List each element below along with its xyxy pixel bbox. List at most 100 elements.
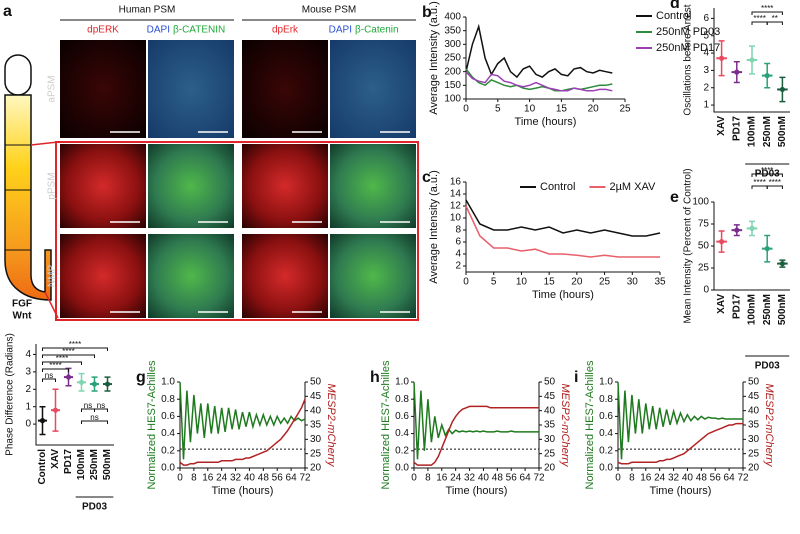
- x-tick-label: 56: [506, 473, 518, 484]
- x-tick-label: 8: [425, 473, 431, 484]
- mean-dot: [65, 374, 72, 380]
- x-tick-label: 0: [615, 473, 621, 484]
- x-tick-label: 0: [463, 277, 469, 288]
- y-tick-label: 10: [450, 213, 462, 224]
- y-tick-label: 2: [455, 261, 461, 272]
- y2-tick-label: 50: [748, 377, 760, 388]
- x-tick-label: 20: [588, 104, 600, 115]
- y2-tick-label: 30: [544, 434, 556, 445]
- mean-dot: [734, 227, 740, 233]
- category-label: 500nM: [102, 449, 113, 480]
- sig-label: ****: [56, 354, 68, 363]
- x-tick-label: 5: [491, 277, 497, 288]
- x-tick-label: 48: [696, 473, 708, 484]
- sig-label: ****: [49, 361, 61, 370]
- y-tick-label: 3: [25, 367, 31, 378]
- category-label: Control: [37, 449, 48, 485]
- channel-label: DAPI: [147, 25, 170, 36]
- x-tick-label: 40: [244, 473, 256, 484]
- sig-bracket: [42, 361, 82, 365]
- y-tick-label: 300: [444, 39, 461, 50]
- y2-tick-label: 45: [748, 391, 760, 402]
- y-tick-label: 1: [25, 401, 31, 412]
- x-tick-label: 30: [627, 277, 639, 288]
- y-tick-label: 0.0: [599, 463, 613, 474]
- y-tick-label: 0.8: [599, 394, 613, 405]
- channel-label: dpErk: [272, 25, 299, 36]
- series-line: [465, 71, 613, 92]
- micrograph: [60, 234, 146, 318]
- group-label: PD03: [755, 361, 780, 372]
- micrograph: [148, 234, 234, 318]
- y-tick-label: 4: [25, 349, 31, 360]
- y-tick-label: 1.0: [599, 377, 613, 388]
- category-label: PD17: [731, 294, 742, 319]
- y-tick-label: 400: [444, 12, 461, 23]
- sig-bracket: [766, 185, 783, 189]
- x-tick-label: 10: [524, 104, 536, 115]
- category-label: 100nM: [747, 294, 758, 325]
- category-label: 100nM: [76, 449, 87, 480]
- signal-label: Wnt: [13, 311, 33, 322]
- x-tick-label: 64: [286, 473, 298, 484]
- sig-label: ****: [753, 14, 765, 23]
- micrograph: [330, 234, 416, 318]
- legend-label: Control: [656, 10, 691, 22]
- y-tick-label: 4: [703, 48, 709, 59]
- micrograph: [242, 40, 328, 138]
- x-tick-label: 64: [520, 473, 532, 484]
- x-tick-label: 10: [516, 277, 528, 288]
- sig-label: ****: [761, 166, 773, 175]
- sig-label: ns: [90, 413, 98, 422]
- x-tick-label: 24: [654, 473, 666, 484]
- legend-label: 2µM XAV: [609, 181, 656, 193]
- y-tick-label: 0.2: [161, 445, 175, 456]
- y-axis-label: Normalized HES7-Achilles: [584, 360, 596, 489]
- x-tick-label: 56: [710, 473, 722, 484]
- y-tick-label: 12: [450, 201, 462, 212]
- mean-dot: [749, 225, 755, 231]
- x-tick-label: 15: [556, 104, 568, 115]
- x-tick-label: 16: [202, 473, 214, 484]
- y2-axis-label: MESP2-mCherry: [559, 383, 571, 468]
- region-label: NMP: [47, 265, 58, 288]
- panel-letter: g: [136, 369, 146, 386]
- y-tick-label: 0.8: [395, 394, 409, 405]
- y2-tick-label: 40: [310, 405, 322, 416]
- y-tick-label: 6: [455, 237, 461, 248]
- y-tick-label: 0: [703, 285, 709, 296]
- y-axis-label: Oscillations before Arrest: [683, 4, 694, 115]
- category-label: 250nM: [762, 116, 773, 147]
- x-tick-label: 64: [724, 473, 736, 484]
- y-tick-label: 1.0: [161, 377, 175, 388]
- x-tick-label: 72: [299, 473, 311, 484]
- y-tick-label: 0.4: [599, 428, 613, 439]
- sig-bracket: [751, 173, 783, 177]
- panel-letter: a: [3, 3, 12, 20]
- series-line: [179, 398, 306, 466]
- panel-a-layout: [4, 19, 419, 321]
- series-line: [179, 381, 306, 460]
- region-label: pPSM: [47, 172, 58, 199]
- y-axis-label: Average Intensity (a.u.): [428, 1, 440, 115]
- y-tick-label: 0.8: [161, 394, 175, 405]
- x-tick-label: 40: [478, 473, 490, 484]
- y-tick-label: 8: [455, 225, 461, 236]
- y-tick-label: 350: [444, 25, 461, 36]
- x-tick-label: 72: [533, 473, 545, 484]
- y-tick-label: 1.0: [395, 377, 409, 388]
- mean-dot: [39, 418, 46, 424]
- mean-dot: [779, 261, 786, 267]
- y-tick-label: 16: [450, 177, 462, 188]
- channel-label: DAPI: [329, 25, 352, 36]
- sig-label: **: [772, 14, 778, 23]
- y-tick-label: 250: [444, 53, 461, 64]
- category-label: 100nM: [747, 116, 758, 147]
- y2-tick-label: 40: [748, 405, 760, 416]
- y-tick-label: 0.4: [161, 428, 175, 439]
- sig-label: ns: [84, 401, 92, 410]
- x-tick-label: 5: [495, 104, 501, 115]
- axis: [35, 344, 114, 446]
- legend-label: 250nM PD17: [656, 42, 720, 54]
